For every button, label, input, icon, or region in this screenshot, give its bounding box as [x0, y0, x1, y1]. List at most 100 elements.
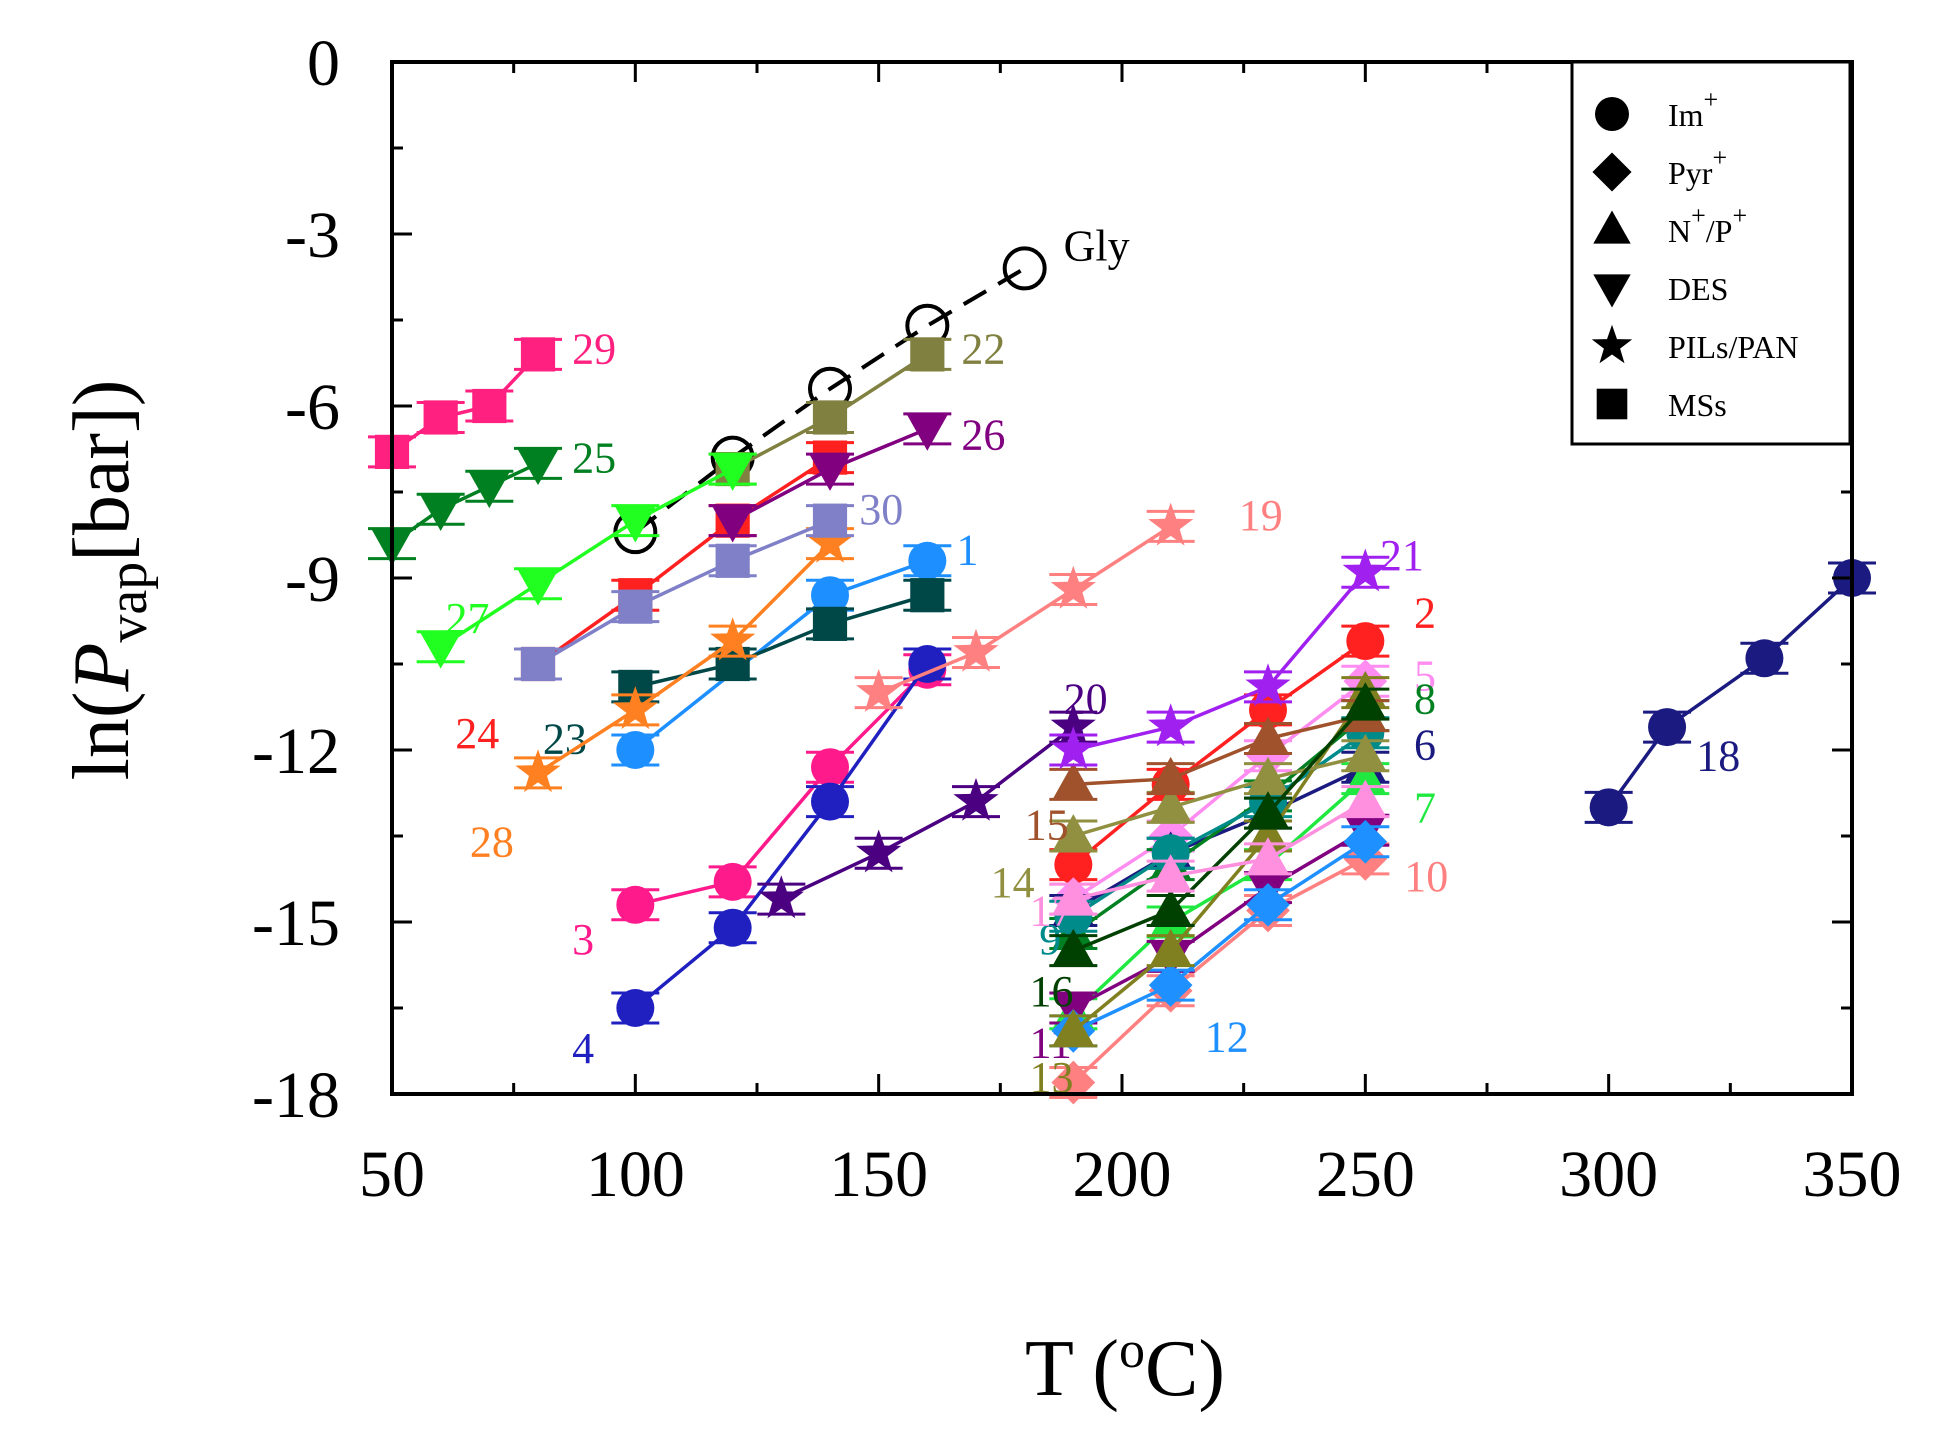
series-line — [1072, 765, 1367, 913]
data-point — [423, 400, 458, 435]
data-point — [1050, 565, 1096, 609]
series-line — [634, 662, 929, 1010]
data-point — [520, 646, 556, 682]
data-point — [1149, 888, 1192, 926]
data-point — [812, 606, 848, 641]
data-point — [1246, 882, 1290, 927]
series-29: 29 — [368, 325, 616, 469]
x-tick-label: 350 — [1803, 1138, 1902, 1211]
data-point — [1344, 733, 1387, 771]
data-point — [616, 885, 655, 924]
y-tick-label: -9 — [285, 543, 340, 616]
series-label: 8 — [1414, 674, 1436, 723]
data-point — [1247, 814, 1289, 852]
legend-label-des: DES — [1668, 271, 1728, 307]
data-point — [1149, 928, 1192, 966]
series-label: 4 — [572, 1024, 594, 1073]
data-point — [616, 989, 655, 1027]
data-point — [1246, 733, 1290, 778]
series-line — [1072, 857, 1367, 1084]
data-point — [1151, 834, 1190, 873]
data-point — [1148, 703, 1194, 747]
y-tick-label: -12 — [252, 715, 340, 788]
data-point — [517, 568, 559, 606]
series-line — [1072, 691, 1367, 1033]
series-label: 12 — [1205, 1013, 1249, 1062]
series-25: 25 — [368, 434, 616, 566]
data-point — [908, 645, 947, 683]
series-label: 10 — [1404, 852, 1448, 901]
y-tick-label: -18 — [252, 1059, 340, 1132]
data-point — [906, 413, 949, 451]
series-15: 15 — [1025, 693, 1390, 850]
series-label: 27 — [446, 594, 490, 643]
x-tick-label: 150 — [829, 1138, 928, 1211]
series-label: 28 — [470, 818, 514, 867]
data-point — [1149, 785, 1192, 823]
legend-label-mss: MSs — [1668, 387, 1727, 423]
data-point — [1149, 854, 1192, 892]
legend-marker-star — [1591, 324, 1633, 364]
data-point — [758, 875, 804, 919]
x-tick-label: 200 — [1073, 1138, 1172, 1211]
data-point — [419, 631, 462, 669]
y-tick-label: -15 — [252, 887, 340, 960]
series-2: 2 — [1049, 588, 1436, 884]
data-point — [953, 777, 999, 821]
data-point — [1344, 756, 1387, 794]
data-point — [1247, 756, 1289, 794]
data-point — [1344, 682, 1387, 720]
series-label: 18 — [1696, 732, 1740, 781]
x-tick-labels: 50 100 150 200 250 300 350 — [359, 1138, 1902, 1211]
data-point — [1245, 663, 1291, 707]
data-point — [908, 541, 947, 580]
series-line — [634, 559, 928, 752]
data-point — [1052, 1009, 1095, 1047]
data-point — [1247, 837, 1289, 875]
series-label: 19 — [1239, 491, 1283, 540]
series-label: 21 — [1380, 531, 1424, 580]
x-tick-label: 300 — [1559, 1138, 1658, 1211]
series-line — [537, 519, 831, 666]
series-line — [1072, 571, 1367, 752]
y-tick-labels: -18 -15 -12 -9 -6 -3 0 — [252, 27, 340, 1132]
data-point — [910, 337, 945, 372]
series-line — [1072, 679, 1367, 901]
series-line — [537, 542, 832, 775]
series-label: 1 — [957, 525, 979, 574]
axis-ticks — [390, 60, 1854, 1096]
series-line — [1072, 777, 1367, 1015]
series-28: 28 — [470, 519, 854, 867]
series-label: 6 — [1414, 720, 1436, 769]
data-point — [812, 400, 848, 435]
legend: Im+ Pyr+ N+/P+ DES PILs/PAN MSs — [1570, 60, 1852, 446]
data-point — [1346, 622, 1385, 661]
data-point — [1342, 548, 1388, 592]
series-line — [1072, 639, 1367, 867]
series-label: 25 — [572, 434, 616, 483]
data-point — [715, 543, 750, 578]
series-19: 19 — [854, 491, 1283, 712]
series-20: 20 — [757, 674, 1108, 919]
data-point — [910, 578, 945, 613]
data-point — [468, 471, 511, 509]
series-line — [1072, 714, 1367, 935]
x-tick-label: 50 — [359, 1138, 425, 1211]
y-tick-label: 0 — [307, 27, 340, 100]
data-point — [807, 519, 853, 563]
series-line — [878, 524, 1172, 695]
data-point — [713, 862, 752, 901]
data-point — [1344, 779, 1387, 817]
series-label: 30 — [859, 485, 903, 534]
series-label: 3 — [572, 915, 594, 964]
series-line — [1607, 576, 1854, 809]
series-line — [390, 353, 540, 454]
series-line — [1072, 702, 1367, 953]
data-point — [1050, 703, 1096, 747]
series-label: 16 — [1030, 967, 1074, 1016]
data-point — [612, 686, 658, 730]
legend-marker-diamond — [1592, 152, 1632, 192]
series-line — [1072, 800, 1367, 901]
series-label: 29 — [572, 325, 616, 374]
data-point — [715, 646, 750, 682]
